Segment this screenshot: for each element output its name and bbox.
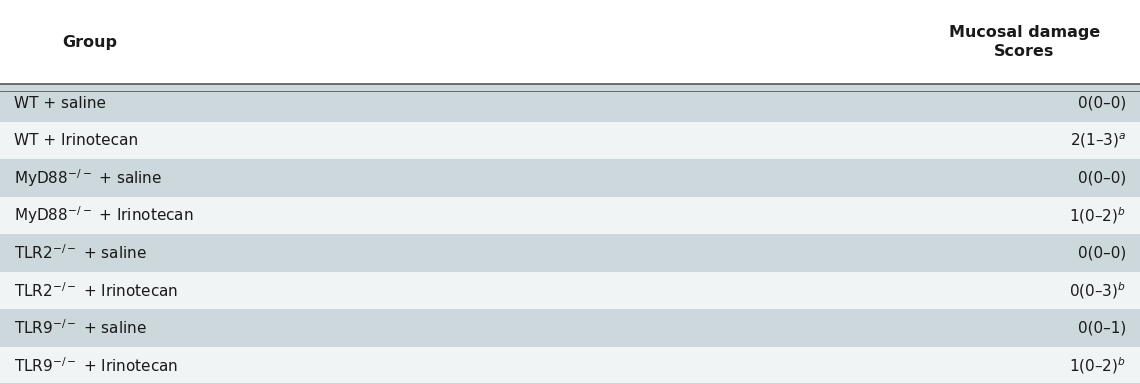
Text: 0(0–0): 0(0–0) xyxy=(1078,170,1126,185)
Text: TLR9$^{-/-}$ + Irinotecan: TLR9$^{-/-}$ + Irinotecan xyxy=(14,356,178,375)
Text: Group: Group xyxy=(63,35,117,50)
Bar xyxy=(0,346,1140,384)
Text: 1(0–2)$^{b}$: 1(0–2)$^{b}$ xyxy=(1069,205,1126,226)
Text: 2(1–3)$^{a}$: 2(1–3)$^{a}$ xyxy=(1069,131,1126,150)
Bar xyxy=(0,309,1140,346)
Text: TLR2$^{-/-}$ + saline: TLR2$^{-/-}$ + saline xyxy=(14,243,147,262)
Text: WT + saline: WT + saline xyxy=(14,96,106,111)
Text: 0(0–0): 0(0–0) xyxy=(1078,96,1126,111)
Text: Mucosal damage
Scores: Mucosal damage Scores xyxy=(948,25,1100,59)
Text: TLR2$^{-/-}$ + Irinotecan: TLR2$^{-/-}$ + Irinotecan xyxy=(14,281,178,300)
Text: MyD88$^{-/-}$ + saline: MyD88$^{-/-}$ + saline xyxy=(14,167,162,189)
Bar xyxy=(0,197,1140,234)
Text: WT + Irinotecan: WT + Irinotecan xyxy=(14,133,138,148)
Bar xyxy=(0,234,1140,272)
Text: 0(0–1): 0(0–1) xyxy=(1078,320,1126,335)
Bar xyxy=(0,84,1140,122)
Text: 0(0–3)$^{b}$: 0(0–3)$^{b}$ xyxy=(1069,280,1126,301)
Text: TLR9$^{-/-}$ + saline: TLR9$^{-/-}$ + saline xyxy=(14,318,147,337)
Text: 0(0–0): 0(0–0) xyxy=(1078,245,1126,260)
Bar xyxy=(0,159,1140,197)
Bar xyxy=(0,0,1140,84)
Text: MyD88$^{-/-}$ + Irinotecan: MyD88$^{-/-}$ + Irinotecan xyxy=(14,205,193,227)
Bar xyxy=(0,122,1140,159)
Text: 1(0–2)$^{b}$: 1(0–2)$^{b}$ xyxy=(1069,355,1126,376)
Bar xyxy=(0,272,1140,309)
